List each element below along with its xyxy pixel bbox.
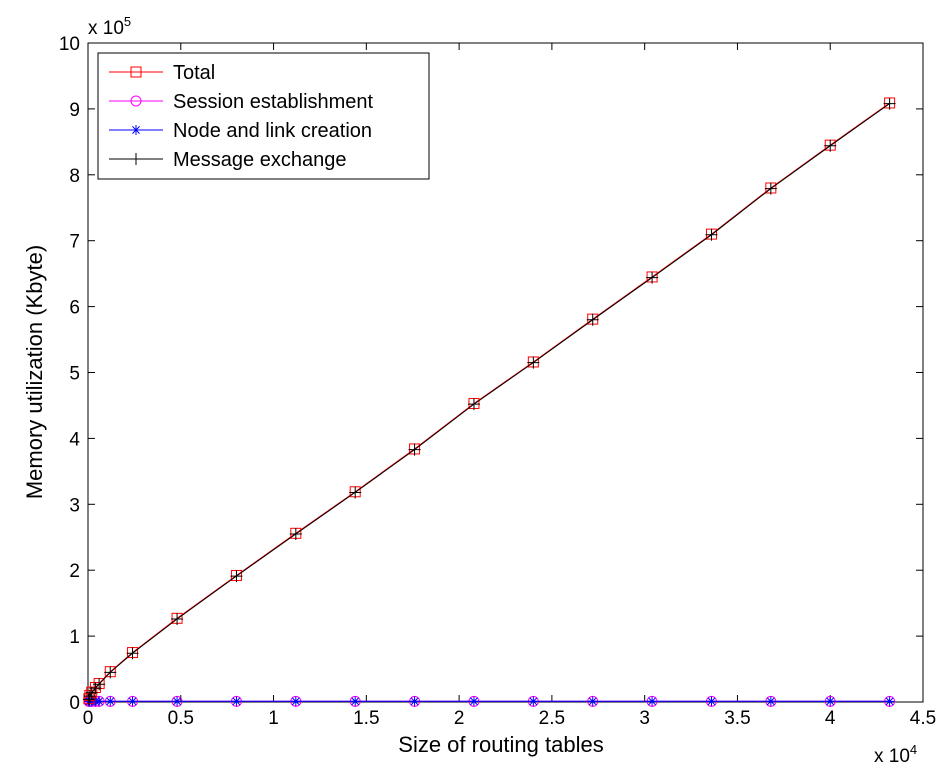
data-point [104,666,117,679]
legend-marker [130,66,142,78]
x-tick-label: 3 [639,708,650,729]
legend-label: Message exchange [173,149,346,171]
y-tick-label: 3 [69,495,80,516]
data-point [765,696,776,707]
legend-item: Session establishment [109,91,374,113]
x-tick-label: 1.5 [353,708,379,729]
data-point [764,182,777,195]
y-multiplier-base: x 10 [88,18,124,39]
x-tick-label: 0.5 [168,708,194,729]
y-multiplier-exp: 5 [124,14,131,29]
data-point [409,696,420,707]
data-point [706,696,717,707]
x-tick-label: 0 [83,708,94,729]
data-point [290,696,301,707]
legend-label: Total [173,62,215,84]
x-tick-label: 4.5 [910,708,936,729]
data-point [527,356,540,369]
y-axis-label: Memory utilization (Kbyte) [22,245,47,499]
legend: Total Session establishment Node and link … [97,52,430,180]
data-point [586,313,599,326]
series-line [88,103,890,700]
data-point [884,696,895,707]
data-point [883,97,896,110]
data-point [105,696,116,707]
legend-marker [131,125,141,135]
y-tick-label: 6 [69,298,80,319]
y-axis-multiplier: x 105 [88,14,131,39]
data-point [127,696,138,707]
data-point [93,678,106,691]
x-tick-label: 2.5 [539,708,565,729]
legend-label: Session establishment [173,91,374,113]
y-tick-label: 8 [69,166,80,187]
data-point [467,398,480,411]
data-point [587,696,598,707]
data-point [171,612,184,625]
x-tick-label: 3.5 [724,708,750,729]
y-tick-label: 0 [69,693,80,714]
y-tick-label: 5 [69,364,80,385]
data-point [126,647,139,660]
data-point [528,696,539,707]
data-point [408,443,421,456]
legend-label: Node and link creation [173,120,372,142]
x-tick-label: 1 [268,708,279,729]
y-tick-label: 10 [59,34,80,55]
data-point [468,696,479,707]
legend-item: Total [109,62,215,84]
x-tick-label: 2 [454,708,465,729]
y-tick-label: 1 [69,627,80,648]
y-tick-label: 7 [69,232,80,253]
data-point [825,696,836,707]
series-layer [82,97,896,707]
y-tick-label: 2 [69,561,80,582]
legend-item: Message exchange [109,149,346,171]
x-multiplier-base: x 10 [874,746,910,767]
data-point [350,696,361,707]
data-point [647,696,658,707]
legend-box [97,52,430,180]
data-point [94,696,105,707]
data-point [231,696,242,707]
data-point [646,271,659,284]
y-tick-label: 9 [69,100,80,121]
data-point [824,139,837,152]
y-axis-ticks: 0 1 2 3 4 5 6 7 8 9 10 [59,34,923,714]
legend-marker [130,153,142,165]
data-point [289,527,302,540]
x-axis-multiplier: x 104 [874,742,917,767]
legend-marker [130,95,142,107]
x-tick-label: 4 [825,708,836,729]
series-3 [82,97,896,706]
legend-item: Node and link creation [109,120,372,142]
data-point [83,690,96,703]
x-multiplier-exp: 4 [910,742,917,757]
data-point [230,570,243,583]
x-axis-ticks: 0 0.5 1 1.5 2 2.5 3 3.5 4 4.5 [83,43,936,729]
data-point [172,696,183,707]
x-axis-label: Size of routing tables [398,732,603,757]
y-tick-label: 4 [69,429,80,450]
data-point [82,693,95,706]
data-point [349,486,362,499]
data-point [705,228,718,241]
